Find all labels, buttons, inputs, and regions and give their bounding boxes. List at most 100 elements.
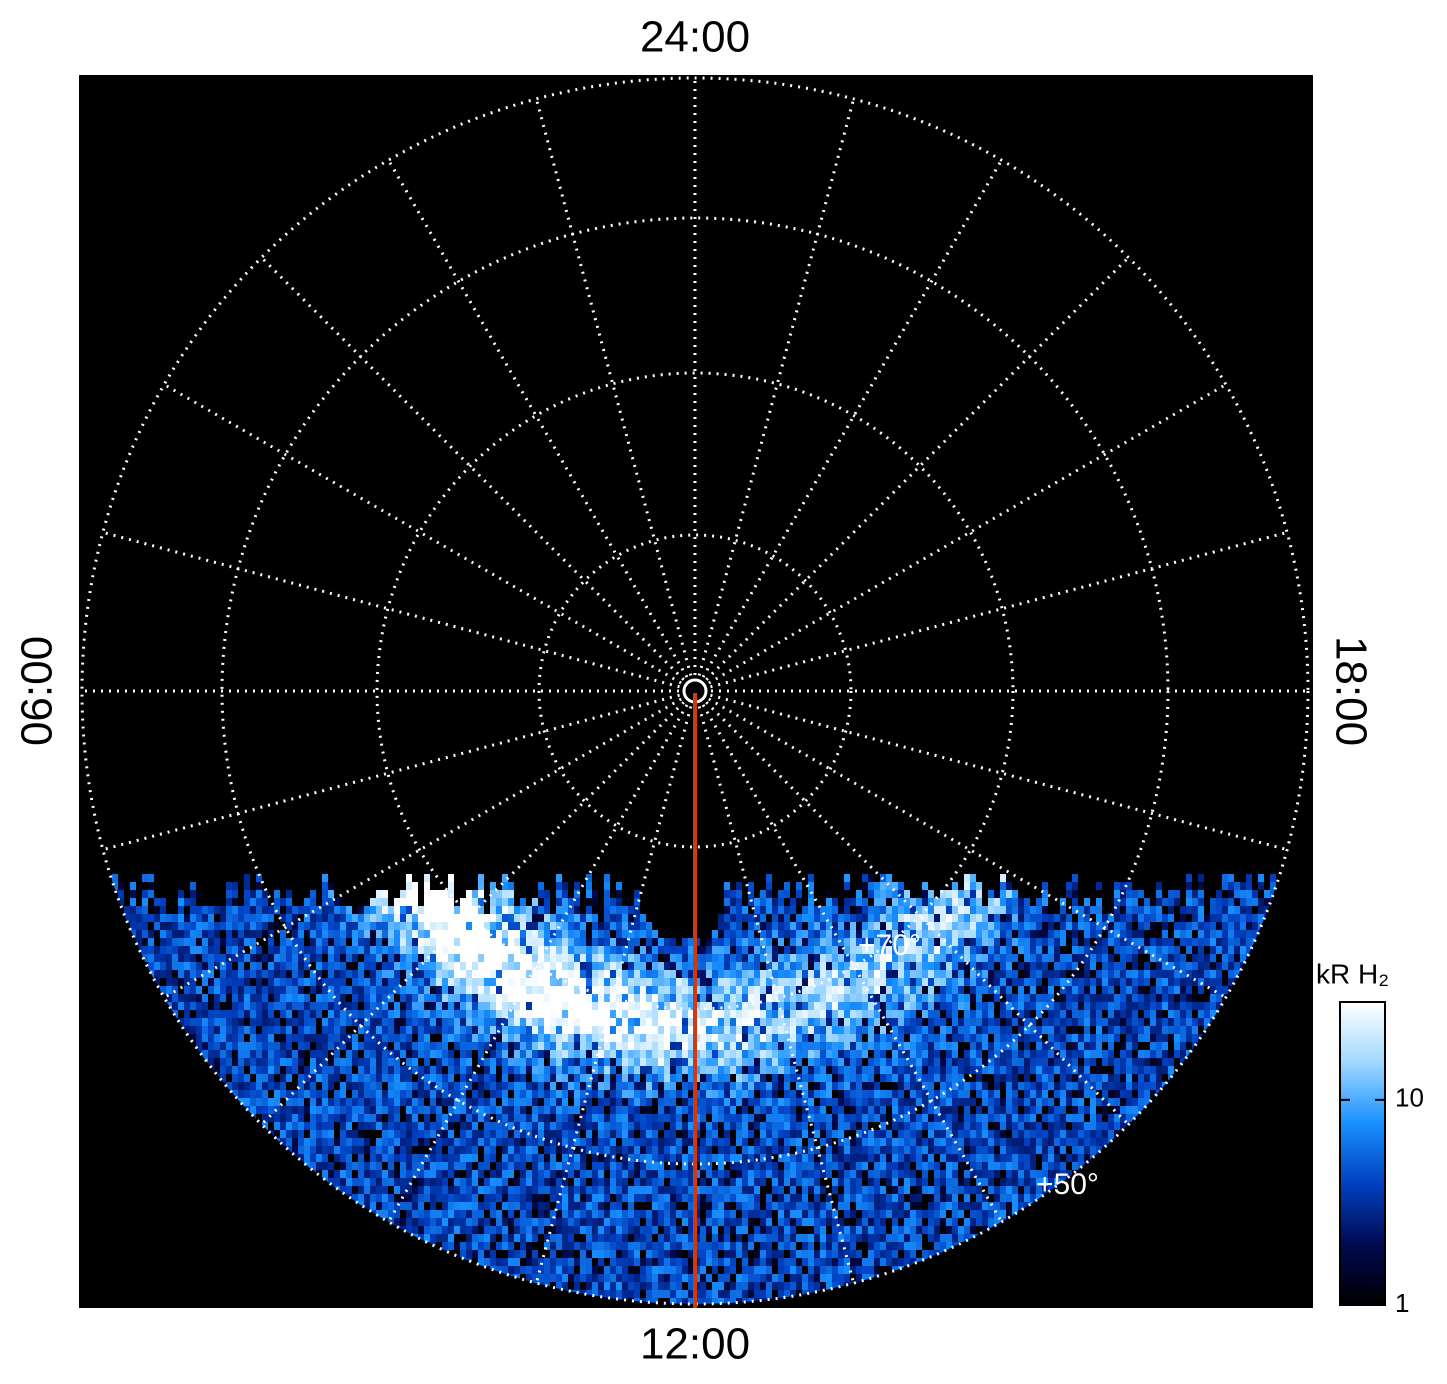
emission-pixel bbox=[772, 1026, 778, 1034]
emission-pixel bbox=[544, 1042, 550, 1050]
emission-pixel bbox=[478, 906, 484, 914]
emission-pixel bbox=[592, 1178, 598, 1186]
emission-pixel bbox=[358, 1018, 364, 1026]
emission-pixel bbox=[508, 1154, 514, 1162]
emission-pixel bbox=[448, 1066, 454, 1074]
emission-pixel bbox=[574, 1242, 580, 1250]
emission-pixel bbox=[364, 1002, 370, 1010]
emission-pixel bbox=[520, 930, 526, 938]
emission-pixel bbox=[664, 1106, 670, 1114]
emission-pixel bbox=[760, 962, 766, 970]
emission-pixel bbox=[130, 914, 136, 922]
emission-pixel bbox=[796, 890, 802, 898]
emission-pixel bbox=[496, 1010, 502, 1018]
emission-pixel bbox=[388, 962, 394, 970]
emission-pixel bbox=[796, 1234, 802, 1242]
emission-pixel bbox=[730, 1266, 736, 1274]
emission-pixel bbox=[496, 1242, 502, 1250]
emission-pixel bbox=[616, 1162, 622, 1170]
emission-pixel bbox=[712, 1250, 718, 1258]
emission-pixel bbox=[340, 1170, 346, 1178]
emission-pixel bbox=[814, 1106, 820, 1114]
emission-pixel bbox=[328, 1098, 334, 1106]
emission-pixel bbox=[436, 946, 442, 954]
emission-pixel bbox=[754, 1114, 760, 1122]
emission-pixel bbox=[808, 1018, 814, 1026]
emission-pixel bbox=[844, 1034, 850, 1042]
emission-pixel bbox=[430, 1106, 436, 1114]
emission-pixel bbox=[466, 1218, 472, 1226]
emission-pixel bbox=[364, 1146, 370, 1154]
emission-pixel bbox=[730, 1098, 736, 1106]
emission-pixel bbox=[508, 1042, 514, 1050]
emission-pixel bbox=[406, 922, 412, 930]
emission-pixel bbox=[556, 1154, 562, 1162]
emission-pixel bbox=[742, 1050, 748, 1058]
emission-pixel bbox=[436, 1002, 442, 1010]
emission-pixel bbox=[628, 994, 634, 1002]
emission-pixel bbox=[856, 954, 862, 962]
emission-pixel bbox=[658, 1058, 664, 1066]
emission-pixel bbox=[568, 1202, 574, 1210]
emission-pixel bbox=[376, 1170, 382, 1178]
emission-pixel bbox=[304, 1098, 310, 1106]
emission-pixel bbox=[598, 1114, 604, 1122]
emission-pixel bbox=[358, 986, 364, 994]
emission-pixel bbox=[418, 1154, 424, 1162]
emission-pixel bbox=[502, 1258, 508, 1266]
emission-pixel bbox=[796, 962, 802, 970]
emission-pixel bbox=[586, 938, 592, 946]
emission-pixel bbox=[832, 1122, 838, 1130]
emission-pixel bbox=[376, 994, 382, 1002]
emission-pixel bbox=[778, 1210, 784, 1218]
emission-pixel bbox=[628, 1034, 634, 1042]
emission-pixel bbox=[850, 1042, 856, 1050]
emission-pixel bbox=[724, 1146, 730, 1154]
emission-pixel bbox=[460, 1074, 466, 1082]
emission-pixel bbox=[796, 1010, 802, 1018]
emission-pixel bbox=[610, 1042, 616, 1050]
emission-pixel bbox=[394, 1090, 400, 1098]
emission-pixel bbox=[328, 1146, 334, 1154]
emission-pixel bbox=[730, 1186, 736, 1194]
emission-pixel bbox=[640, 1218, 646, 1226]
emission-pixel bbox=[610, 986, 616, 994]
emission-pixel bbox=[322, 1114, 328, 1122]
emission-pixel bbox=[286, 1050, 292, 1058]
emission-pixel bbox=[406, 946, 412, 954]
emission-pixel bbox=[394, 1034, 400, 1042]
emission-pixel bbox=[772, 1042, 778, 1050]
emission-pixel bbox=[700, 986, 706, 994]
emission-pixel bbox=[664, 1154, 670, 1162]
emission-pixel bbox=[562, 1090, 568, 1098]
emission-pixel bbox=[712, 1034, 718, 1042]
emission-pixel bbox=[688, 1114, 694, 1122]
emission-pixel bbox=[442, 1178, 448, 1186]
emission-pixel bbox=[814, 1026, 820, 1034]
emission-pixel bbox=[280, 986, 286, 994]
emission-pixel bbox=[322, 1082, 328, 1090]
emission-pixel bbox=[286, 1058, 292, 1066]
emission-pixel bbox=[634, 962, 640, 970]
emission-pixel bbox=[388, 1058, 394, 1066]
emission-pixel bbox=[772, 1282, 778, 1290]
emission-pixel bbox=[196, 938, 202, 946]
emission-pixel bbox=[634, 1058, 640, 1066]
emission-pixel bbox=[484, 1170, 490, 1178]
emission-pixel bbox=[724, 1194, 730, 1202]
emission-pixel bbox=[466, 938, 472, 946]
emission-pixel bbox=[772, 1074, 778, 1082]
emission-pixel bbox=[358, 1034, 364, 1042]
emission-pixel bbox=[334, 1154, 340, 1162]
emission-pixel bbox=[484, 1234, 490, 1242]
emission-pixel bbox=[724, 1210, 730, 1218]
emission-pixel bbox=[622, 1226, 628, 1234]
emission-pixel bbox=[712, 994, 718, 1002]
emission-pixel bbox=[472, 1090, 478, 1098]
emission-pixel bbox=[268, 978, 274, 986]
emission-pixel bbox=[130, 906, 136, 914]
emission-pixel bbox=[742, 1266, 748, 1274]
emission-pixel bbox=[382, 1146, 388, 1154]
emission-pixel bbox=[322, 986, 328, 994]
emission-pixel bbox=[664, 1290, 670, 1298]
